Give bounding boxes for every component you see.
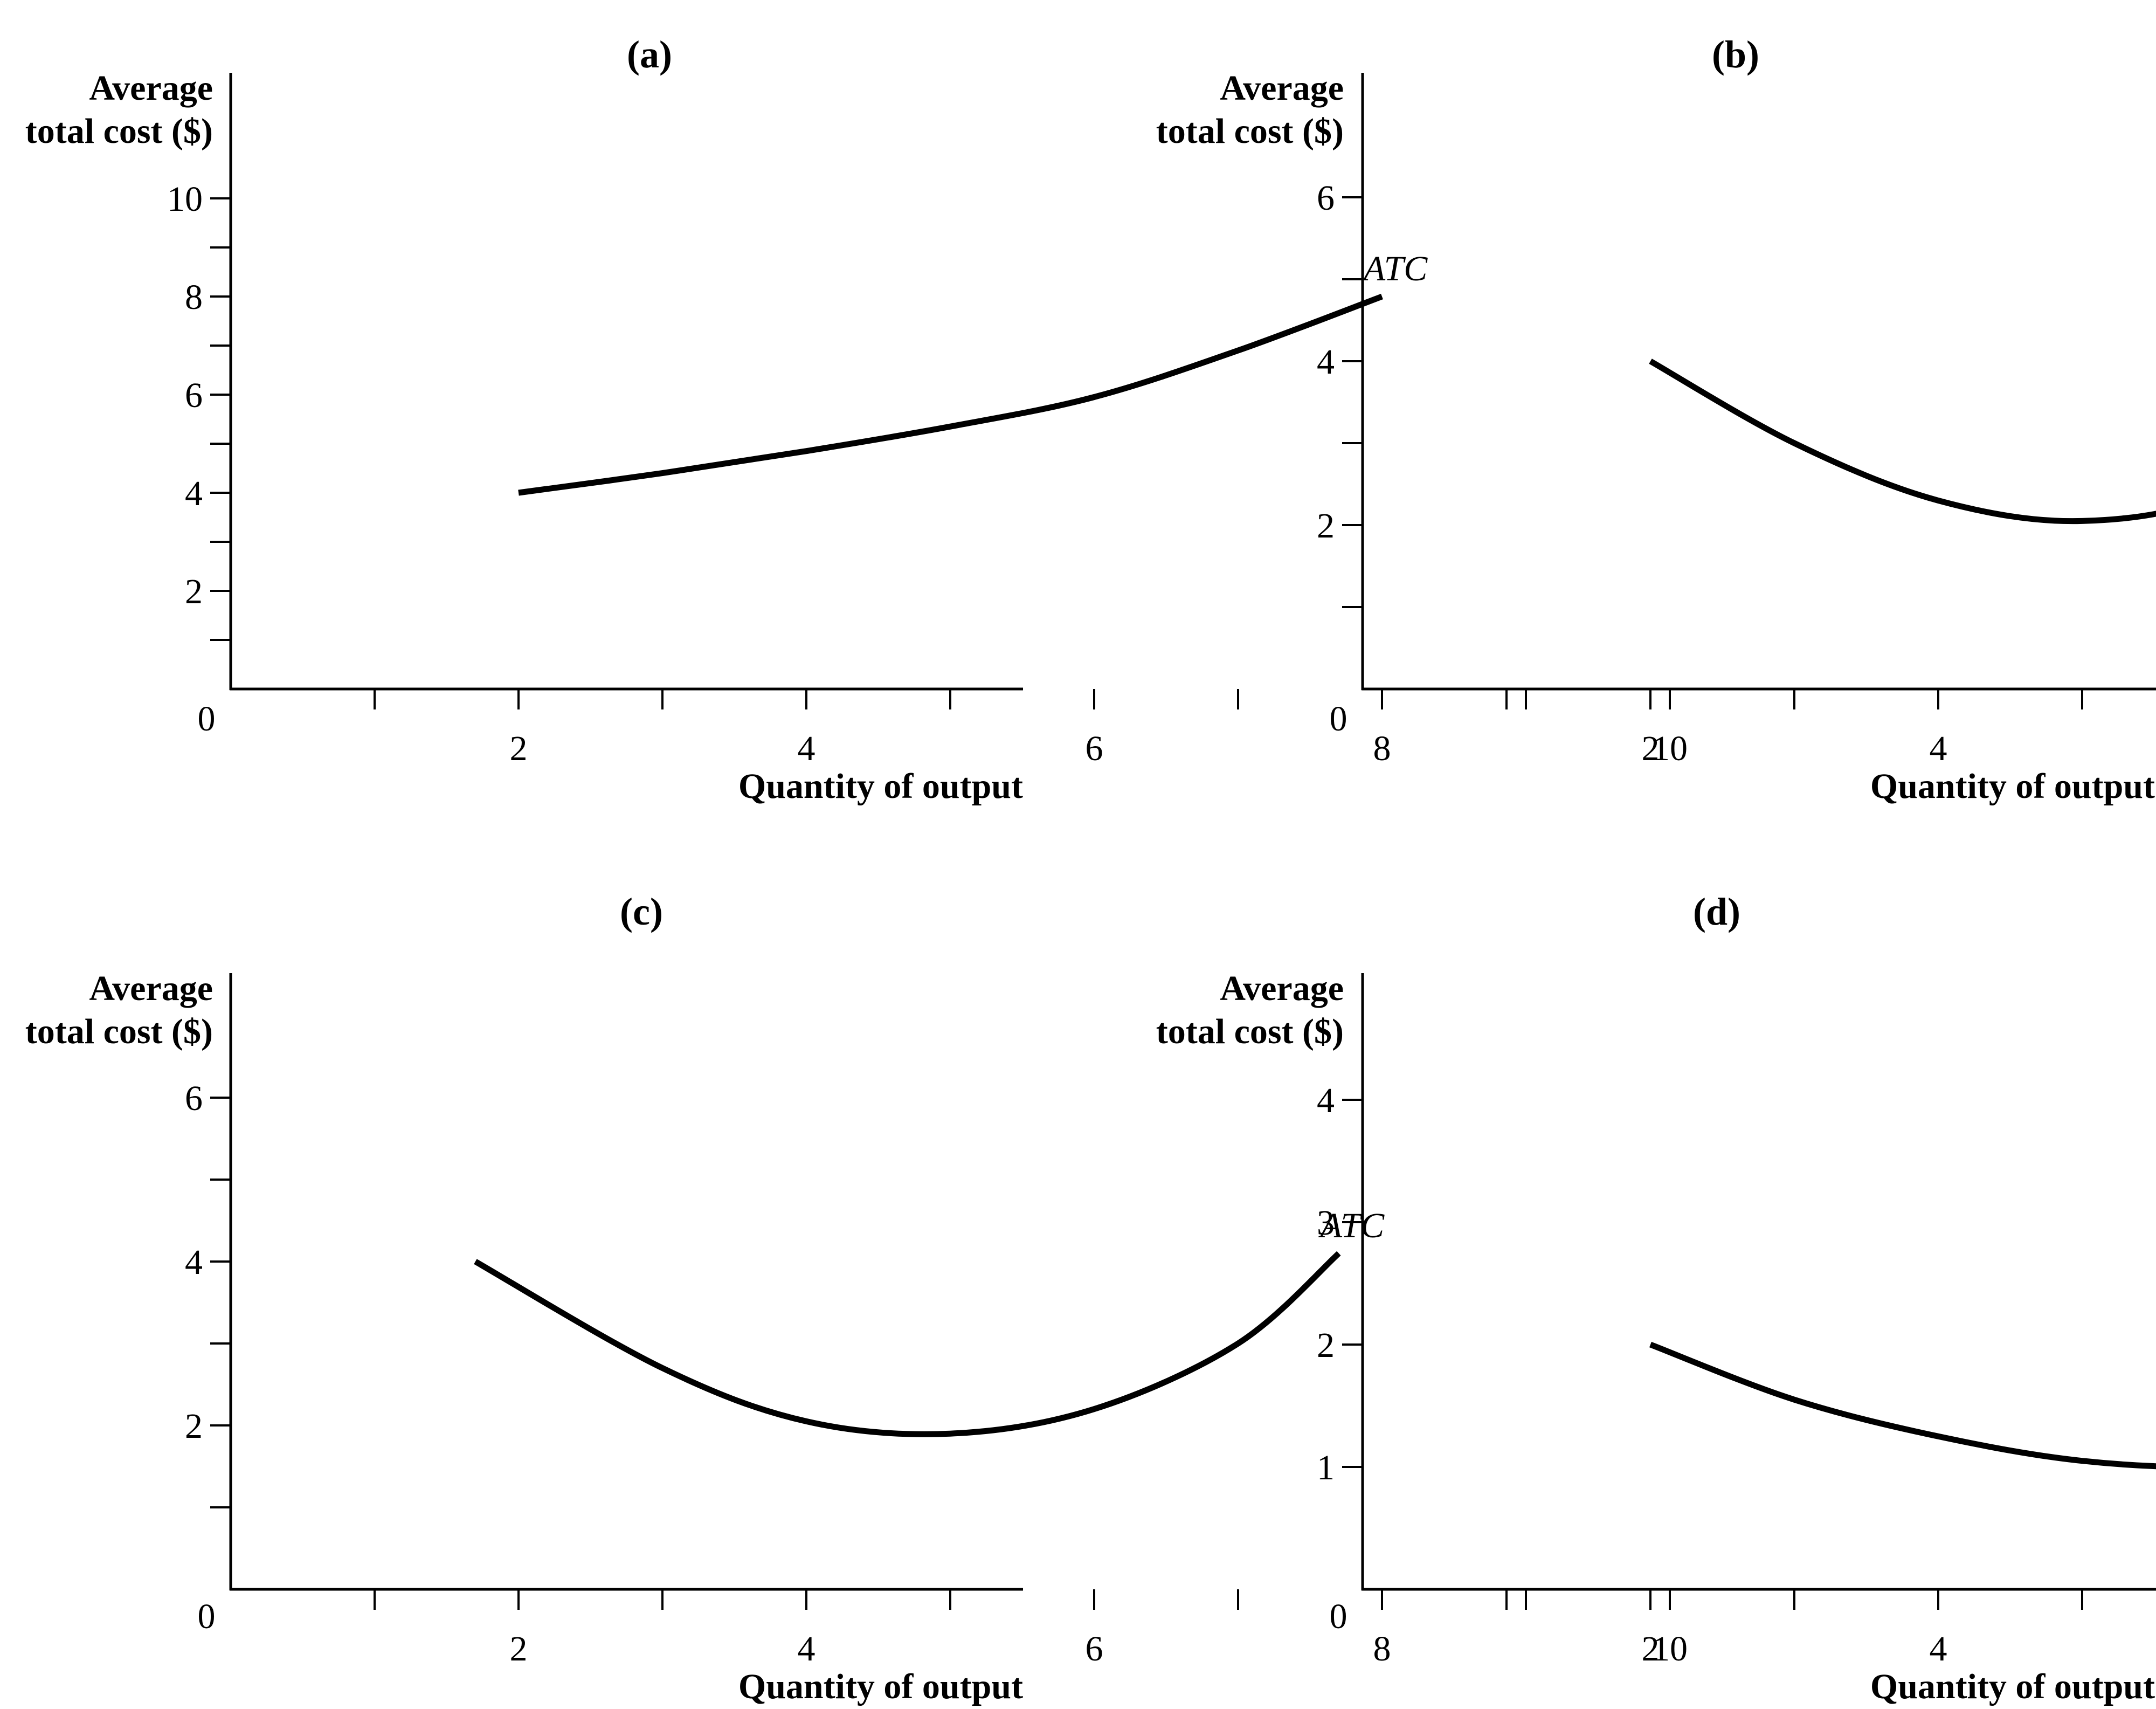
y-axis-label-line2: total cost ($) [25,1012,213,1051]
y-tick-label: 6 [1317,178,1335,218]
x-tick-label: 2 [510,729,528,768]
y-tick-label: 2 [185,1407,203,1446]
y-axis-label-line2: total cost ($) [1156,112,1344,151]
x-tick-label: 4 [1930,729,1947,768]
x-axis-label: Quantity of output [1870,767,2155,806]
atc-curve [518,293,1383,496]
x-tick-label: 2 [1642,729,1660,768]
origin-label: 0 [198,1597,216,1636]
x-tick-label: 10 [1652,729,1688,768]
panel-title: (b) [1712,33,1759,76]
x-tick-label: 8 [1373,1629,1391,1669]
atc-curve [1649,359,2156,525]
panel-title: (a) [627,33,672,76]
y-tick-label: 8 [185,278,203,317]
x-axis-label: Quantity of output [1870,1667,2155,1706]
y-tick-label: 2 [185,572,203,611]
y-tick-label: 4 [185,474,203,513]
y-axis-label-line1: Average [1220,969,1344,1008]
chart-panel-c: (c) Average total cost ($) Quantity of outp… [25,890,1688,1706]
origin-label: 0 [1330,699,1348,739]
x-axis-label: Quantity of output [738,1667,1023,1706]
y-tick-label: 10 [167,180,203,219]
x-tick-label: 4 [798,729,816,768]
chart-panel-d: (d) Average total cost ($) Quantity of outp… [1156,890,2156,1706]
atc-curve-label: ATC [1318,1206,1385,1245]
chart-panel-a: (a) Average total cost ($) Quantity of outp… [25,33,1688,806]
atc-curve [1649,1341,2156,1470]
y-tick-label: 2 [1317,1326,1335,1365]
y-tick-label: 4 [1317,1081,1335,1120]
atc-curve [474,1251,1341,1437]
origin-label: 0 [1330,1597,1348,1636]
y-tick-label: 6 [185,1079,203,1118]
panel-title: (c) [620,890,663,933]
y-tick-label: 2 [1317,506,1335,546]
y-axis-label-line1: Average [1220,68,1344,108]
y-axis-label-line2: total cost ($) [1156,1012,1344,1051]
y-axis-label-line1: Average [89,969,213,1008]
y-tick-label: 4 [185,1243,203,1282]
x-tick-label: 4 [1930,1629,1947,1669]
y-tick-label: 6 [185,376,203,415]
x-tick-label: 4 [798,1629,816,1669]
x-tick-label: 2 [510,1629,528,1669]
x-axis-label: Quantity of output [738,767,1023,806]
x-tick-label: 10 [1652,1629,1688,1669]
x-tick-label: 6 [1086,729,1103,768]
x-tick-label: 6 [1086,1629,1103,1669]
y-tick-label: 4 [1317,342,1335,382]
atc-curve-label: ATC [1362,249,1428,288]
y-axis-label-line1: Average [89,68,213,108]
chart-panel-b: (b) Average total cost ($) Quantity of outp… [1156,33,2156,806]
x-tick-label: 2 [1642,1629,1660,1669]
x-tick-label: 8 [1373,729,1391,768]
origin-label: 0 [198,699,216,739]
y-axis-label-line2: total cost ($) [25,112,213,151]
y-tick-label: 3 [1317,1203,1335,1243]
y-tick-label: 1 [1317,1448,1335,1487]
panel-title: (d) [1693,890,1740,933]
